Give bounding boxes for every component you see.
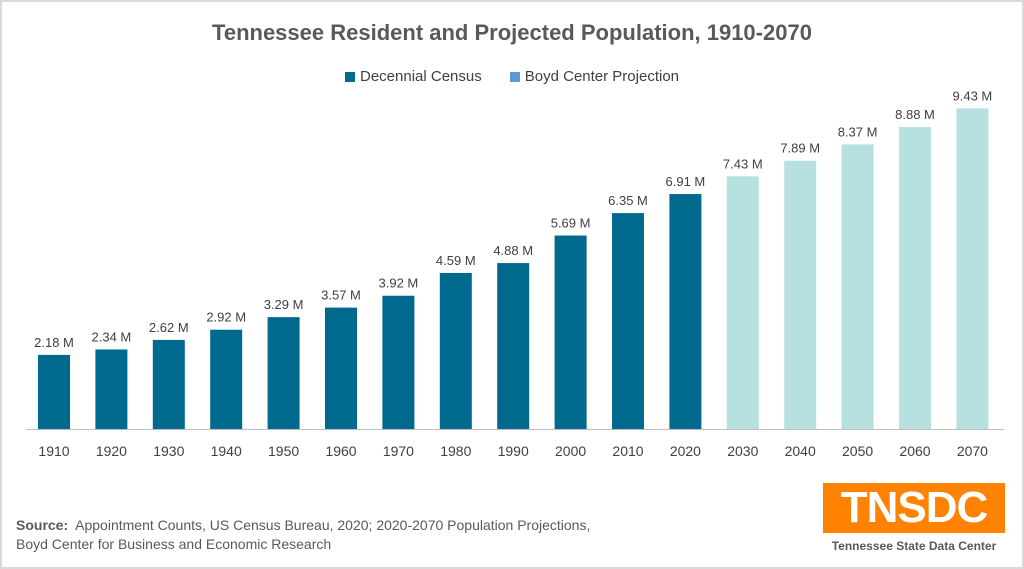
x-tick-1970: 1970 — [383, 443, 414, 459]
data-label-1910: 2.18 M — [34, 335, 74, 350]
x-tick-2050: 2050 — [842, 443, 873, 459]
x-tick-1920: 1920 — [96, 443, 127, 459]
data-label-2060: 8.88 M — [895, 107, 935, 122]
bar-1990 — [497, 263, 530, 429]
data-label-1980: 4.59 M — [436, 253, 476, 268]
bar-2010 — [612, 213, 644, 429]
source-label: Source: — [16, 517, 69, 533]
bar-chart: 2.18 M 1910 2.34 M 1920 2.62 M 1930 2.92 M 1940… — [26, 88, 1004, 459]
x-tick-2060: 2060 — [899, 443, 930, 459]
data-label-2020: 6.91 M — [666, 174, 706, 189]
bar-1980 — [439, 272, 472, 429]
bar-1960 — [325, 307, 357, 429]
x-tick-2070: 2070 — [957, 443, 988, 459]
x-tick-1990: 1990 — [498, 443, 529, 459]
legend: Decennial Census Boyd Center Projection — [2, 68, 1022, 85]
legend-label-census: Decennial Census — [360, 68, 482, 85]
data-label-1970: 3.92 M — [379, 276, 419, 291]
bar-2030 — [726, 176, 759, 429]
data-label-1940: 2.92 M — [206, 310, 246, 325]
data-label-1990: 4.88 M — [493, 243, 533, 258]
x-tick-2020: 2020 — [670, 443, 701, 459]
logo-subtitle: Tennessee State Data Center — [831, 539, 997, 553]
data-label-1930: 2.62 M — [149, 320, 189, 335]
x-tick-1910: 1910 — [38, 443, 69, 459]
bar-2020 — [669, 194, 702, 429]
x-tick-1960: 1960 — [325, 443, 356, 459]
bar-2000 — [554, 235, 587, 429]
x-tick-2030: 2030 — [727, 443, 758, 459]
bar-2040 — [784, 160, 817, 430]
data-label-2070: 9.43 M — [953, 88, 993, 103]
data-label-2030: 7.43 M — [723, 156, 763, 171]
data-label-2010: 6.35 M — [608, 193, 648, 208]
x-tick-2000: 2000 — [555, 443, 586, 459]
bar-2070 — [956, 108, 989, 429]
legend-swatch-projection — [509, 71, 520, 82]
bar-1910 — [38, 354, 70, 429]
legend-item-projection: Boyd Center Projection — [509, 68, 679, 85]
x-tick-2010: 2010 — [612, 443, 643, 459]
chart-title: Tennessee Resident and Projected Populat… — [212, 20, 812, 45]
bar-1920 — [95, 349, 128, 429]
legend-label-projection: Boyd Center Projection — [524, 68, 679, 85]
data-label-1960: 3.57 M — [321, 288, 361, 303]
bar-2060 — [899, 127, 931, 429]
source-line-2: Boyd Center for Business and Economic Re… — [16, 536, 332, 552]
data-label-1920: 2.34 M — [92, 329, 132, 344]
data-label-2000: 5.69 M — [551, 216, 591, 231]
legend-swatch-census — [345, 71, 355, 82]
legend-item-census: Decennial Census — [345, 68, 482, 85]
x-tick-2040: 2040 — [785, 443, 816, 459]
data-label-2040: 7.89 M — [780, 141, 820, 156]
bar-1940 — [210, 329, 243, 429]
x-tick-1930: 1930 — [153, 443, 184, 459]
source-note: Source: Appointment Counts, US Census Bu… — [16, 516, 590, 554]
bar-2050 — [841, 144, 874, 430]
bar-1950 — [267, 317, 300, 429]
source-line-1: Appointment Counts, US Census Bureau, 20… — [75, 517, 591, 533]
data-label-1950: 3.29 M — [264, 297, 304, 312]
bar-1930 — [152, 339, 185, 429]
data-label-2050: 8.37 M — [838, 124, 878, 139]
x-tick-1950: 1950 — [268, 443, 299, 459]
x-tick-1940: 1940 — [211, 443, 242, 459]
tnsdc-logo: TNSDC — [823, 483, 1005, 533]
bar-1970 — [382, 295, 415, 429]
x-tick-1980: 1980 — [440, 443, 471, 459]
